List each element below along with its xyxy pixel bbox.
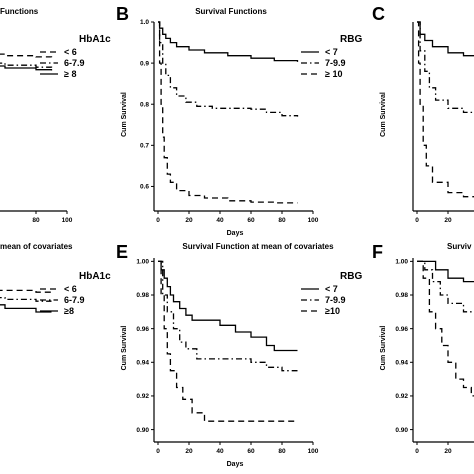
x-tick-label: 0 [415, 217, 419, 224]
y-axis-title: Cum Survival [121, 326, 128, 371]
series-line-2 [0, 62, 53, 68]
panel-b-title: Survival Functions [195, 7, 267, 16]
y-tick-label: 0.94 [136, 359, 149, 366]
y-axis-title: Cum Survival [121, 92, 128, 137]
panel-c-letter: C [372, 4, 385, 24]
y-tick-label: 0.9 [140, 60, 149, 67]
panel-f-plot: 0 20 0.90 0.92 0.94 0.96 0.98 1.00 Cum Survival [380, 258, 474, 455]
series-line-3 [0, 304, 52, 313]
legend-entry-label: 7-9.9 [325, 58, 346, 68]
series-line-2 [158, 260, 298, 372]
y-axis-title: Cum Survival [380, 326, 387, 371]
series-line-3 [417, 21, 474, 198]
x-tick-label: 20 [185, 217, 193, 224]
series-line-3 [158, 260, 298, 422]
series-line-2 [0, 296, 52, 302]
x-axis-title: Days [227, 230, 244, 237]
y-tick-label: 0.90 [136, 427, 149, 434]
x-tick-label: 0 [156, 448, 160, 455]
x-tick-label: 40 [216, 217, 224, 224]
x-tick-label: 100 [308, 217, 319, 224]
panel-e-title: Survival Function at mean of covariates [182, 242, 334, 251]
x-tick-label: 20 [185, 448, 193, 455]
x-tick-label: 80 [278, 217, 286, 224]
legend-title: RBG [340, 271, 362, 282]
x-tick-label: 0 [415, 448, 419, 455]
y-tick-label: 1.00 [395, 259, 408, 266]
legend-entry-label: ≥8 [64, 306, 74, 316]
x-tick-label: 60 [247, 217, 255, 224]
legend-entry-label: < 7 [325, 47, 338, 57]
y-tick-label: 0.98 [136, 292, 149, 299]
y-tick-label: 1.00 [136, 259, 149, 266]
series-line-2 [417, 21, 474, 114]
y-tick-label: 0.90 [395, 427, 408, 434]
panel-e-plot: 0 20 40 60 80 100 0.90 0.92 0.94 0.96 0.98 1.00 Days… [121, 258, 362, 468]
y-tick-label: 0.6 [140, 184, 149, 191]
panel-e: E Survival Function at mean of covariate… [116, 242, 362, 468]
series-line-2 [417, 260, 474, 313]
y-tick-label: 0.8 [140, 101, 149, 108]
series-line-1 [417, 21, 474, 57]
x-tick-label: 40 [216, 448, 224, 455]
legend-entry-label: 6-7.9 [64, 58, 85, 68]
panel-a-title: Functions [0, 7, 39, 16]
legend-entry-label: < 6 [64, 284, 77, 294]
y-tick-label: 0.94 [395, 359, 408, 366]
x-tick-label: 100 [308, 448, 319, 455]
x-tick-label: 80 [32, 217, 40, 224]
legend-title: HbA1c [79, 34, 111, 45]
panel-b-letter: B [116, 4, 129, 24]
series-line-3 [158, 21, 298, 204]
y-tick-label: 1.0 [140, 19, 149, 26]
x-tick-label: 80 [278, 448, 286, 455]
panel-e-letter: E [116, 242, 128, 262]
legend-title: RBG [340, 34, 362, 45]
panel-c: C 0 20 Cum Survival [372, 4, 474, 224]
legend-entry-label: < 6 [64, 47, 77, 57]
y-axis-title: Cum Survival [380, 92, 387, 137]
x-tick-label: 20 [444, 217, 452, 224]
panel-b-plot: 0 20 40 60 80 100 0.6 0.7 0.8 0.9 1.0 Days Cum Survi… [121, 19, 362, 237]
series-line-1 [0, 53, 53, 58]
panel-a: Functions 080100HbA1c< 66-7.9≥ 8 [0, 7, 111, 224]
panel-b: B Survival Functions 0 20 40 60 80 1000.60.70… [116, 4, 362, 237]
panel-d-plot: HbA1c< 66-7.9≥8 [0, 271, 111, 316]
legend-entry-label: ≥ 10 [325, 69, 342, 79]
x-tick-label: 20 [444, 448, 452, 455]
x-axis-title: Days [227, 461, 244, 468]
x-tick-label: 100 [62, 217, 73, 224]
panel-d-title: mean of covariates [0, 242, 73, 251]
x-tick-label: 0 [156, 217, 160, 224]
panel-f: F Surviv 0 20 0.90 0.92 0.94 0.96 0.98 1.00 Cum … [372, 242, 474, 455]
y-tick-label: 0.92 [136, 393, 149, 400]
legend-entry-label: 7-9.9 [325, 295, 346, 305]
panel-d: mean of covariates HbA1c< 66-7.9≥8 [0, 242, 111, 316]
y-tick-label: 0.96 [395, 326, 408, 333]
panel-f-letter: F [372, 242, 383, 262]
legend-entry-label: 6-7.9 [64, 295, 85, 305]
panel-c-plot: 0 20 Cum Survival [380, 21, 474, 224]
legend-entry-label: ≥ 8 [64, 69, 76, 79]
legend-entry-label: ≥10 [325, 306, 340, 316]
panel-f-title: Surviv [447, 242, 472, 251]
series-line-1 [417, 260, 474, 283]
series-line-1 [158, 21, 299, 62]
x-tick-label: 60 [247, 448, 255, 455]
y-tick-label: 0.7 [140, 143, 149, 150]
panel-a-plot: 080100HbA1c< 66-7.9≥ 8 [0, 34, 111, 224]
legend-title: HbA1c [79, 271, 111, 282]
series-line-1 [158, 260, 298, 352]
y-tick-label: 0.96 [136, 326, 149, 333]
series-line-2 [158, 21, 299, 117]
series-line-3 [417, 260, 474, 397]
legend-entry-label: < 7 [325, 284, 338, 294]
series-line-3 [0, 65, 53, 71]
y-tick-label: 0.92 [395, 393, 408, 400]
series-line-1 [0, 289, 52, 293]
y-tick-label: 0.98 [395, 292, 408, 299]
